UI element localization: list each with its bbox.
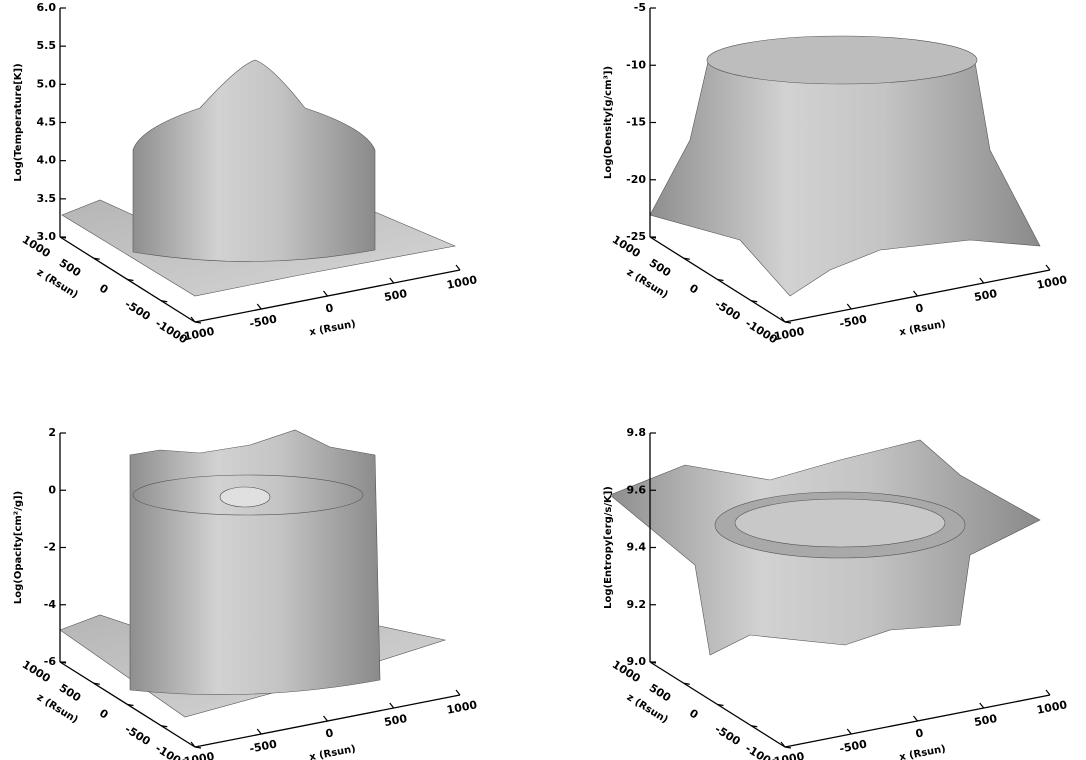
- z-axis-label: Log(Entropy[erg/s/K]): [603, 486, 614, 609]
- depth-tick-label: 0: [687, 282, 701, 297]
- z-tick-label: -2: [44, 541, 56, 554]
- x-axis-label: x (Rsun): [898, 744, 946, 760]
- x-tick-label: 500: [383, 712, 408, 729]
- x-tick: [914, 291, 918, 296]
- depth-tick: [195, 747, 201, 748]
- x-tick: [847, 304, 851, 309]
- x-tick-label: -500: [248, 737, 278, 755]
- x-tick-label: -1000: [178, 325, 215, 345]
- x-tick-label: -1000: [768, 750, 805, 760]
- x-tick: [1046, 690, 1050, 695]
- depth-tick-label: 500: [647, 256, 674, 279]
- z-axis-label: Log(Density[g/cm³]): [603, 66, 614, 179]
- depth-tick: [785, 322, 791, 323]
- x-tick-label: 1000: [1036, 698, 1069, 717]
- z-tick-label: 2: [48, 426, 56, 439]
- z-tick-label: 0: [48, 483, 56, 496]
- z-tick-label: 5.5: [37, 39, 57, 52]
- depth-tick-label: 500: [57, 681, 84, 704]
- x-tick: [1046, 265, 1050, 270]
- figure: 3.03.54.04.55.05.56.0-1000-50005001000-1…: [0, 0, 1086, 760]
- z-tick-label: -10: [626, 58, 646, 71]
- surface: [133, 60, 375, 262]
- x-tick-label: -1000: [178, 750, 215, 760]
- x-tick-label: 1000: [446, 273, 479, 292]
- x-tick-label: 500: [973, 712, 998, 729]
- x-tick-label: -500: [838, 312, 868, 330]
- z-tick-label: 5.0: [37, 77, 57, 90]
- x-tick-label: -500: [838, 737, 868, 755]
- x-axis-label: x (Rsun): [308, 744, 356, 760]
- panel: -6-4-202-1000-50005001000-1000-500050010…: [13, 426, 479, 760]
- z-tick-label: 4.5: [37, 116, 57, 129]
- x-tick: [456, 265, 460, 270]
- depth-tick: [195, 322, 201, 323]
- x-tick: [390, 278, 394, 283]
- x-tick: [324, 291, 328, 296]
- surface-bowl-inner: [735, 499, 945, 547]
- x-tick: [980, 703, 984, 708]
- panel: -25-20-15-10-5-1000-50005001000-1000-500…: [603, 1, 1069, 347]
- x-tick-label: 0: [324, 726, 334, 740]
- surface-dome: [220, 487, 270, 507]
- x-tick-label: 0: [324, 301, 334, 315]
- surface: [130, 430, 380, 695]
- x-tick-label: 1000: [446, 698, 479, 717]
- z-axis-label: Log(Temperature[K]): [13, 63, 24, 181]
- x-tick: [914, 716, 918, 721]
- z-tick-label: 9.6: [627, 483, 647, 496]
- z-axis-label: Log(Opacity[cm²/g]): [13, 491, 24, 604]
- x-tick: [980, 278, 984, 283]
- depth-tick-label: -500: [122, 723, 153, 749]
- depth-tick-label: -500: [122, 298, 153, 324]
- panel: 9.09.29.49.69.8-1000-50005001000-1000-50…: [603, 426, 1069, 760]
- z-tick-label: -15: [626, 116, 646, 129]
- z-tick-label: -20: [626, 173, 646, 186]
- depth-tick-label: 0: [97, 282, 111, 297]
- z-tick-label: 3.5: [37, 192, 57, 205]
- depth-tick-label: 500: [57, 256, 84, 279]
- z-tick-label: -4: [44, 598, 57, 611]
- z-tick-label: -5: [634, 1, 646, 14]
- x-tick: [257, 304, 261, 309]
- x-tick-label: 0: [914, 726, 924, 740]
- x-tick: [456, 690, 460, 695]
- x-axis-label: x (Rsun): [898, 319, 946, 339]
- z-tick-label: 4.0: [37, 154, 57, 167]
- surface-top: [707, 36, 977, 84]
- x-tick-label: -1000: [768, 325, 805, 345]
- x-tick-label: 500: [383, 287, 408, 304]
- x-tick-label: 0: [914, 301, 924, 315]
- z-tick-label: 9.2: [627, 598, 647, 611]
- depth-tick-label: -500: [712, 298, 743, 324]
- panel: 3.03.54.04.55.05.56.0-1000-50005001000-1…: [13, 1, 479, 347]
- depth-tick-label: 0: [687, 707, 701, 722]
- x-tick: [390, 703, 394, 708]
- x-tick-label: -500: [248, 312, 278, 330]
- x-tick: [324, 716, 328, 721]
- x-axis-label: x (Rsun): [308, 319, 356, 339]
- x-tick: [257, 729, 261, 734]
- depth-tick-label: 0: [97, 707, 111, 722]
- depth-tick: [785, 747, 791, 748]
- x-tick-label: 1000: [1036, 273, 1069, 292]
- z-tick-label: 9.8: [627, 426, 647, 439]
- z-tick-label: -6: [44, 655, 57, 668]
- surface: [650, 62, 1040, 296]
- depth-tick-label: -500: [712, 723, 743, 749]
- z-tick-label: 6.0: [37, 1, 57, 14]
- x-tick-label: 500: [973, 287, 998, 304]
- depth-tick-label: 500: [647, 681, 674, 704]
- z-tick-label: 9.4: [627, 541, 647, 554]
- x-tick: [847, 729, 851, 734]
